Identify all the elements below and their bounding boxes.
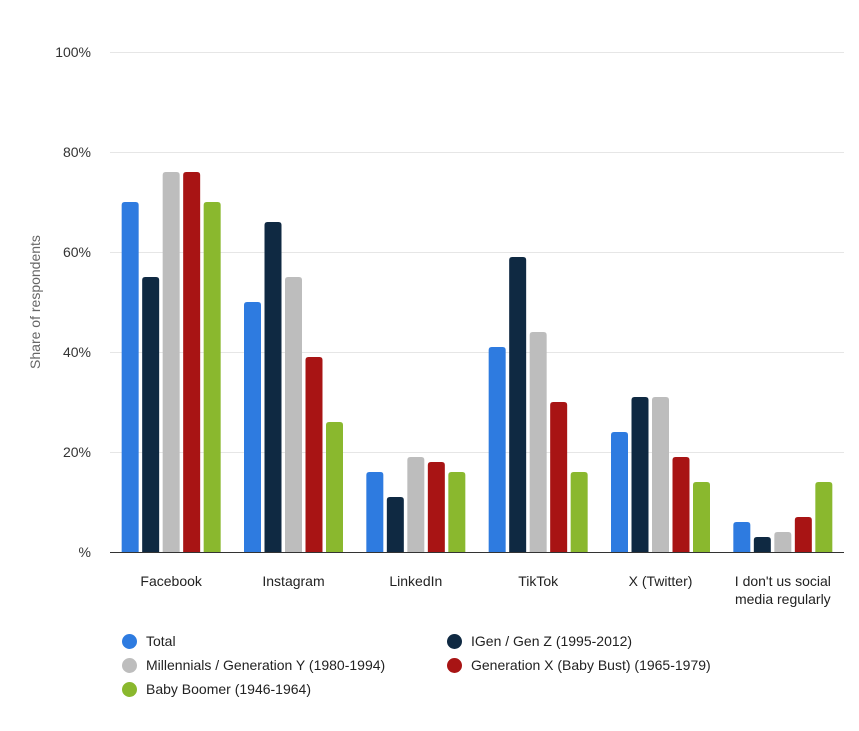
bar (753, 537, 771, 552)
y-axis-label: Share of respondents (27, 235, 43, 369)
bars (121, 172, 833, 552)
bar (407, 457, 425, 552)
bar (244, 302, 261, 552)
bar (815, 482, 833, 552)
bar (570, 472, 588, 552)
bar (183, 172, 201, 552)
bar (121, 202, 139, 552)
legend-item[interactable]: Generation X (Baby Bust) (1965-1979) (447, 657, 711, 673)
bar (550, 402, 568, 552)
bar-chart: % 20% 40% 60% 80% 100% Share of respondents F… (27, 44, 844, 607)
bar (162, 172, 180, 552)
bar (488, 347, 506, 552)
x-category-label: X (Twitter) (629, 573, 693, 589)
legend-marker-icon (122, 681, 137, 697)
bar (386, 497, 404, 552)
y-tick-label: 60% (63, 244, 91, 260)
x-category-label: Facebook (140, 573, 202, 589)
bar (672, 457, 690, 552)
bar (693, 482, 710, 552)
legend-marker-icon (447, 633, 462, 649)
x-category-label: I don't us social media regularly (735, 573, 831, 607)
y-tick-label: 40% (63, 344, 91, 360)
bar (305, 357, 323, 552)
legend-label: IGen / Gen Z (1995-2012) (471, 633, 633, 649)
bar (427, 462, 445, 552)
legend-label: Total (146, 633, 176, 649)
legend-item[interactable]: Baby Boomer (1946-1964) (122, 681, 311, 697)
y-axis-ticks: % 20% 40% 60% 80% 100% (55, 44, 91, 560)
bar (631, 397, 649, 552)
legend-marker-icon (447, 657, 462, 673)
bar (774, 532, 792, 552)
bar (611, 432, 628, 552)
bar (652, 397, 669, 552)
legend-label: Generation X (Baby Bust) (1965-1979) (471, 657, 711, 673)
legend-marker-icon (122, 657, 137, 673)
legend-item[interactable]: Millennials / Generation Y (1980-1994) (122, 657, 385, 673)
bar (366, 472, 384, 552)
bar (285, 277, 302, 552)
x-axis-categories: Facebook Instagram LinkedIn TikTok X (Twitte… (140, 573, 830, 607)
bar (203, 202, 221, 552)
bar (264, 222, 282, 552)
x-category-label: TikTok (518, 573, 559, 589)
bar (794, 517, 812, 552)
bar (142, 277, 160, 552)
x-category-label: Instagram (262, 573, 324, 589)
bar (448, 472, 466, 552)
x-category-label: LinkedIn (389, 573, 442, 589)
y-tick-label: 100% (55, 44, 91, 60)
legend-label: Baby Boomer (1946-1964) (146, 681, 311, 697)
legend-item[interactable]: IGen / Gen Z (1995-2012) (447, 633, 632, 649)
gridlines (110, 52, 844, 453)
bar (529, 332, 547, 552)
y-tick-label: % (79, 544, 91, 560)
legend-label: Millennials / Generation Y (1980-1994) (146, 657, 386, 673)
y-tick-label: 20% (63, 444, 91, 460)
y-tick-label: 80% (63, 144, 91, 160)
bar (509, 257, 527, 552)
legend-item[interactable]: Total (122, 633, 176, 649)
bar (733, 522, 751, 552)
bar (326, 422, 343, 552)
legend-marker-icon (122, 633, 137, 649)
